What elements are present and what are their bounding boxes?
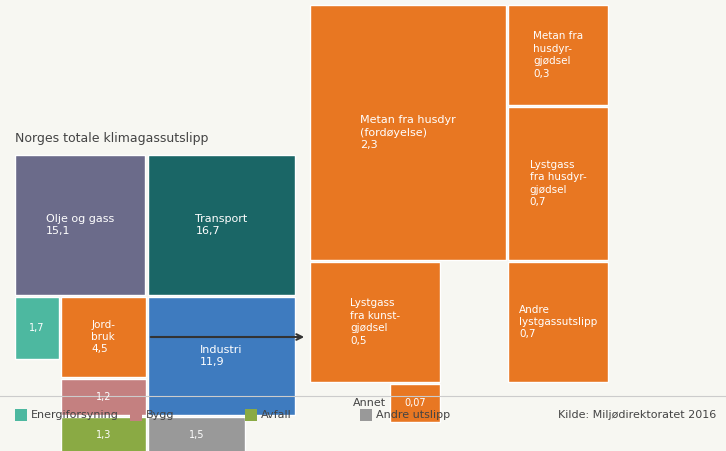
Text: Avfall: Avfall bbox=[261, 410, 292, 420]
Bar bbox=[61, 417, 146, 451]
Text: 1,2: 1,2 bbox=[96, 392, 111, 402]
Text: Olje og gass
15,1: Olje og gass 15,1 bbox=[46, 214, 114, 236]
Text: Transport
16,7: Transport 16,7 bbox=[195, 214, 248, 236]
Bar bbox=[148, 297, 295, 415]
Bar bbox=[310, 5, 506, 260]
Text: Kilde: Miljødirektoratet 2016: Kilde: Miljødirektoratet 2016 bbox=[558, 410, 716, 420]
Text: Energiforsyning: Energiforsyning bbox=[31, 410, 119, 420]
Text: 1,7: 1,7 bbox=[29, 323, 45, 333]
Text: Andre
lystgassutslipp
0,7: Andre lystgassutslipp 0,7 bbox=[519, 304, 597, 340]
Text: Annet: Annet bbox=[353, 398, 386, 408]
Bar bbox=[508, 5, 608, 105]
Text: 1,3: 1,3 bbox=[96, 430, 111, 440]
Text: 0,07: 0,07 bbox=[404, 398, 426, 408]
Text: Metan fra
husdyr-
gjødsel
0,3: Metan fra husdyr- gjødsel 0,3 bbox=[533, 32, 583, 78]
Bar bbox=[245, 409, 257, 421]
Text: 1,5: 1,5 bbox=[189, 430, 204, 440]
Bar bbox=[61, 297, 146, 377]
Bar bbox=[508, 262, 608, 382]
Text: Industri
11,9: Industri 11,9 bbox=[200, 345, 242, 367]
Text: Andre utslipp: Andre utslipp bbox=[376, 410, 450, 420]
Text: Jord-
bruk
4,5: Jord- bruk 4,5 bbox=[91, 320, 115, 354]
Text: Bygg: Bygg bbox=[146, 410, 174, 420]
Bar bbox=[130, 409, 142, 421]
Bar bbox=[148, 417, 245, 451]
Bar bbox=[508, 107, 608, 260]
Text: Metan fra husdyr
(fordøyelse)
2,3: Metan fra husdyr (fordøyelse) 2,3 bbox=[360, 115, 456, 150]
Bar bbox=[15, 155, 145, 295]
Bar bbox=[390, 384, 440, 422]
Bar bbox=[15, 409, 27, 421]
Bar bbox=[148, 155, 295, 295]
Text: Lystgass
fra husdyr-
gjødsel
0,7: Lystgass fra husdyr- gjødsel 0,7 bbox=[530, 160, 587, 207]
Bar bbox=[15, 297, 59, 359]
Text: Lystgass
fra kunst-
gjødsel
0,5: Lystgass fra kunst- gjødsel 0,5 bbox=[350, 299, 400, 345]
Text: Norges totale klimagassutslipp: Norges totale klimagassutslipp bbox=[15, 132, 208, 145]
Bar bbox=[61, 379, 146, 415]
Bar bbox=[310, 262, 440, 382]
Bar bbox=[360, 409, 372, 421]
